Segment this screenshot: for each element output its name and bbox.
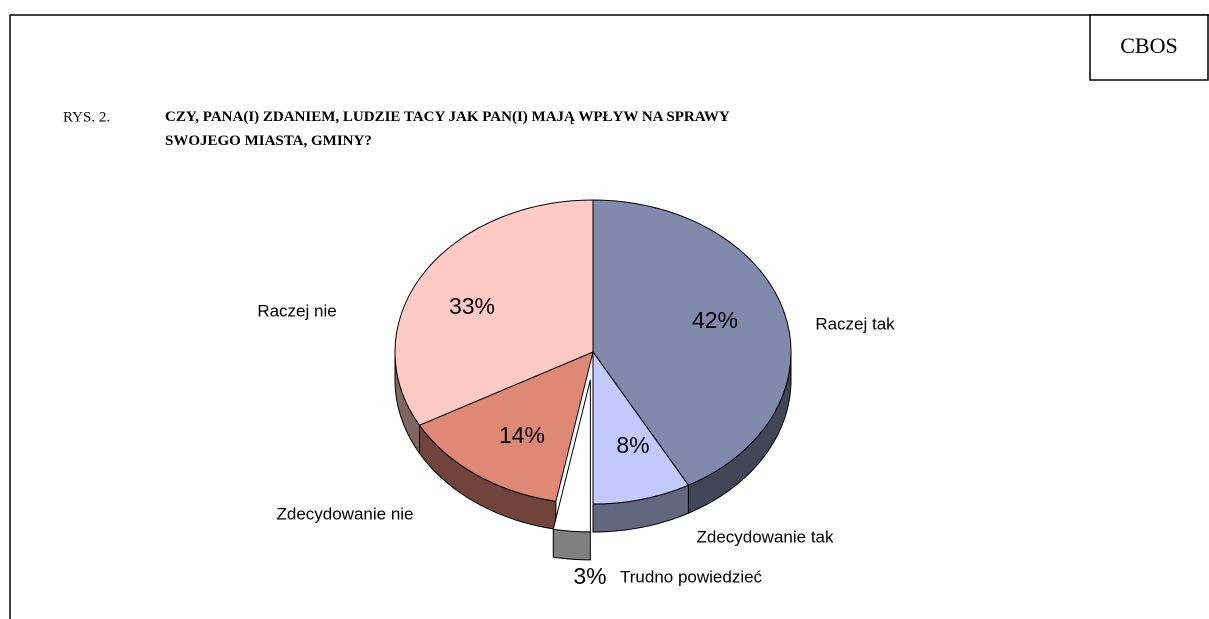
category-label: Trudno powiedzieć (620, 567, 763, 586)
slice (394, 199, 594, 426)
data-label: 42% (692, 307, 738, 333)
data-label: 14% (499, 422, 545, 448)
slice (592, 350, 690, 505)
category-label: Raczej tak (815, 314, 895, 333)
source-box (1089, 14, 1209, 81)
category-label: Zdecydowanie tak (696, 527, 834, 546)
figure-label: RYS. 2. (63, 109, 110, 125)
slice-side (552, 528, 591, 561)
slice (592, 199, 792, 486)
source: CBOS (1120, 33, 1177, 58)
data-label: 33% (449, 293, 495, 319)
chart-title: CZY, PANA(I) ZDANIEM, LUDZIE TACY JAK PA… (165, 109, 730, 149)
slice (552, 379, 591, 533)
data-label: 3% (573, 563, 606, 589)
category-label: Raczej nie (257, 301, 336, 320)
category-label: Zdecydowanie nie (276, 504, 413, 523)
slice (418, 351, 594, 502)
data-label: 8% (616, 432, 649, 458)
